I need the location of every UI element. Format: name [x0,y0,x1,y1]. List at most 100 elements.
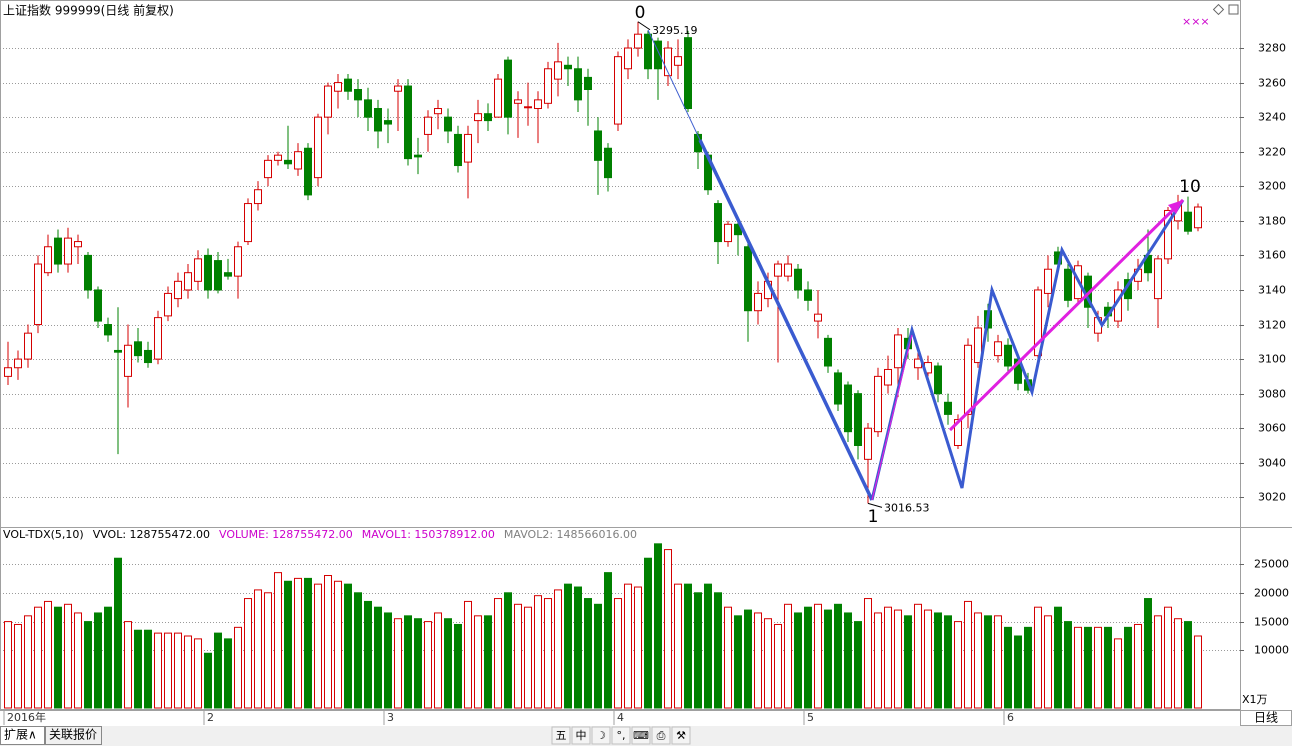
volume-bar [1064,621,1072,709]
toolbar-button[interactable] [631,726,651,745]
candle-body [194,258,202,282]
candle-body [4,367,12,377]
volume-bar [34,606,42,709]
toolbar-button[interactable] [671,726,691,745]
wave-label: 0 [635,3,646,23]
toolbar-icon[interactable]: ⚒ [676,729,686,742]
candle-body [884,368,892,386]
volume-bar [24,615,32,709]
header-title: 上证指数 999999(日线 前复权) [3,3,174,18]
toolbar-icon[interactable]: ⎙ [657,729,666,742]
volume-bar [164,632,172,709]
y-tick-label: 3280 [1258,42,1286,55]
candle-body [1004,344,1012,367]
arrow-head [1168,200,1183,214]
volume-bar [544,598,552,709]
volume-bar [1094,626,1102,709]
volume-bar [874,612,882,709]
toolbar-icon[interactable]: ⌨ [633,729,649,742]
candle-body [504,59,512,118]
toolbar-button[interactable] [611,726,631,745]
candle-body [564,64,572,70]
volume-bar [394,618,402,709]
candle-body [634,33,642,49]
volume-bar [934,612,942,709]
toolbar-button[interactable] [591,726,611,745]
volume-bar [924,609,932,709]
candle-body [864,427,872,460]
candle-body [1154,258,1162,300]
candle-body [1194,206,1202,229]
volume-bar [554,589,562,709]
volume-bar [254,589,262,709]
period-label[interactable]: 日线 [1254,711,1278,725]
tab-label[interactable]: 扩展∧ [4,728,37,742]
volume-bar [194,638,202,709]
toolbar-button[interactable] [651,726,671,745]
volume-bar [1124,626,1132,709]
candle-body [534,99,542,110]
candle-body [954,419,962,447]
volume-bar [704,583,712,709]
tab[interactable] [45,726,102,745]
y-tick-label: 25000 [1254,558,1289,571]
volume-bar [454,623,462,709]
candle-body [64,237,72,265]
volume-bar [14,623,22,709]
volume-bar [1194,635,1202,709]
volume-bar [324,575,332,709]
volume-bar [1184,621,1192,709]
y-tick-label: 10000 [1254,644,1289,657]
tab-label[interactable]: 关联报价 [49,727,97,742]
unit-label: X1万 [1242,693,1268,706]
volume-bar [864,598,872,709]
toolbar-button[interactable] [571,726,591,745]
toolbar-icon[interactable]: 五 [556,729,567,742]
y-tick-label: 3240 [1258,111,1286,124]
volume-bar [224,638,232,709]
volume-bar [634,586,642,709]
x-tick-label: 5 [807,711,814,724]
volume-bar [174,632,182,709]
volume-bar [744,609,752,709]
volume-bar [264,592,272,709]
icon-window[interactable] [1228,4,1239,15]
candle-body [874,375,882,433]
candle-body [464,133,472,163]
toolbar-button[interactable] [551,726,571,745]
volume-bar [684,583,692,709]
volume-bar [114,557,122,709]
volume-bar [1104,626,1112,709]
toolbar-icon[interactable]: 中 [576,729,587,742]
toolbar-icon[interactable]: °, [617,729,626,742]
volume-bar [584,598,592,709]
volume-bar [604,572,612,709]
volume-bar [54,606,62,709]
volume-bar [774,623,782,709]
volume-bar [1054,606,1062,709]
tab[interactable] [0,726,45,745]
candle-body [624,47,632,70]
volume-bar [464,600,472,709]
volume-bar [364,600,372,709]
candle-body [74,241,82,248]
toolbar-icon[interactable]: ☽ [596,729,606,742]
candle-body [414,154,422,158]
candle-body [854,393,862,447]
x-tick-label: 2016年 [7,710,46,724]
candle-body [14,358,22,369]
candle-body [334,82,342,92]
volume-bar [624,583,632,709]
icon-diamond[interactable] [1212,3,1225,16]
candle-body [1064,268,1072,301]
volume-bar [714,592,722,709]
candle-body [244,203,252,243]
plot-frame [0,0,1241,710]
peak-value: 3295.19 [652,24,698,37]
candle-body [144,349,152,364]
volume-bar [104,606,112,709]
candle-body [224,272,232,277]
volume-bar [144,629,152,709]
candle-body [484,113,492,122]
